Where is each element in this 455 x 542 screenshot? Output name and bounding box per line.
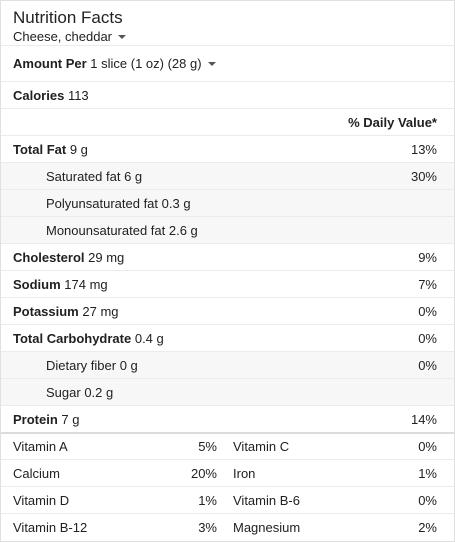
vitamin-cell: Calcium 20%: [1, 466, 230, 481]
nutrient-name: Cholesterol: [13, 249, 85, 265]
vitamin-name: Vitamin B-12: [13, 519, 88, 535]
nutrient-daily-value: 14%: [410, 411, 437, 427]
vitamin-name: Vitamin D: [13, 492, 70, 508]
daily-value-header: % Daily Value*: [1, 108, 454, 135]
vitamin-name: Magnesium: [233, 519, 301, 535]
vitamin-name: Vitamin B-6: [233, 492, 300, 508]
nutrient-row: Monounsaturated fat 2.6 g: [1, 216, 454, 243]
serving-size-selector[interactable]: 1 slice (1 oz) (28 g): [90, 56, 216, 71]
amount-per-row: Amount Per 1 slice (1 oz) (28 g): [1, 45, 454, 81]
nutrient-name: Total Carbohydrate: [13, 330, 132, 346]
nutrient-name: Sodium: [13, 276, 61, 292]
vitamin-daily-value: 2%: [418, 519, 437, 535]
nutrient-daily-value: 0%: [418, 330, 437, 346]
nutrient-row: Total Fat 9 g 13%: [1, 135, 454, 162]
nutrient-name: Saturated fat: [46, 168, 121, 184]
calories-label: Calories: [13, 87, 65, 103]
nutrient-name: Monounsaturated fat: [46, 222, 166, 238]
nutrient-amount: 27 mg: [82, 303, 119, 319]
vitamin-cell: Iron 1%: [230, 466, 454, 481]
food-name: Cheese, cheddar: [13, 29, 113, 44]
vitamin-daily-value: 5%: [198, 439, 217, 454]
calories-row: Calories 113: [1, 81, 454, 108]
nutrient-daily-value: 30%: [410, 168, 437, 184]
nutrient-name: Dietary fiber: [46, 357, 117, 373]
serving-size-value: 1 slice (1 oz) (28 g): [90, 56, 202, 71]
nutrient-name: Sugar: [46, 384, 81, 400]
panel-title: Nutrition Facts: [13, 8, 123, 27]
nutrient-row: Dietary fiber 0 g 0%: [1, 351, 454, 378]
nutrient-amount: 0 g: [119, 357, 138, 373]
vitamin-daily-value: 20%: [190, 465, 217, 481]
food-selector[interactable]: Cheese, cheddar: [13, 29, 127, 44]
nutrient-amount: 9 g: [69, 141, 88, 157]
vitamin-name: Calcium: [13, 465, 60, 481]
nutrient-name: Protein: [13, 411, 58, 427]
amount-per-label: Amount Per: [13, 56, 87, 71]
nutrient-daily-value: 0%: [418, 303, 437, 319]
nutrient-amount: 6 g: [124, 168, 143, 184]
nutrient-row: Sugar 0.2 g: [1, 378, 454, 405]
nutrient-row: Polyunsaturated fat 0.3 g: [1, 189, 454, 216]
vitamin-cell: Vitamin B-6 0%: [230, 493, 454, 508]
nutrient-amount: 2.6 g: [168, 222, 198, 238]
nutrient-name: Potassium: [13, 303, 79, 319]
vitamin-daily-value: 0%: [418, 439, 437, 454]
vitamin-row: Vitamin B-12 3% Magnesium 2%: [1, 513, 454, 540]
vitamin-daily-value: 1%: [198, 492, 217, 508]
vitamin-cell: Vitamin A 5%: [1, 439, 230, 454]
vitamin-daily-value: 0%: [418, 492, 437, 508]
nutrient-row: Potassium 27 mg 0%: [1, 297, 454, 324]
vitamin-cell: Magnesium 2%: [230, 520, 454, 535]
dropdown-caret-icon: [207, 62, 216, 66]
nutrient-amount: 0.4 g: [134, 330, 164, 346]
nutrient-row: Cholesterol 29 mg 9%: [1, 243, 454, 270]
nutrient-amount: 0.3 g: [161, 195, 191, 211]
vitamin-row: Vitamin A 5% Vitamin C 0%: [1, 432, 454, 459]
nutrient-name: Polyunsaturated fat: [46, 195, 159, 211]
vitamin-name: Iron: [233, 465, 256, 481]
vitamin-cell: Vitamin B-12 3%: [1, 520, 230, 535]
vitamin-name: Vitamin C: [233, 439, 290, 454]
nutrient-amount: 0.2 g: [84, 384, 114, 400]
calories-value: 113: [67, 87, 89, 103]
nutrient-daily-value: 0%: [418, 357, 437, 373]
nutrient-amount: 29 mg: [88, 249, 125, 265]
nutrient-row: Sodium 174 mg 7%: [1, 270, 454, 297]
nutrient-row: Total Carbohydrate 0.4 g 0%: [1, 324, 454, 351]
nutrient-daily-value: 13%: [410, 141, 437, 157]
vitamin-row: Calcium 20% Iron 1%: [1, 459, 454, 486]
nutrient-name: Total Fat: [13, 141, 67, 157]
nutrient-daily-value: 7%: [418, 276, 437, 292]
nutrient-amount: 7 g: [61, 411, 80, 427]
vitamin-daily-value: 3%: [198, 519, 217, 535]
nutrient-row: Saturated fat 6 g 30%: [1, 162, 454, 189]
nutrient-amount: 174 mg: [64, 276, 108, 292]
vitamin-name: Vitamin A: [13, 439, 68, 454]
daily-value-header-label: % Daily Value*: [348, 114, 437, 130]
header: Nutrition Facts Cheese, cheddar: [1, 1, 454, 45]
vitamin-cell: Vitamin D 1%: [1, 493, 230, 508]
vitamin-cell: Vitamin C 0%: [230, 439, 454, 454]
nutrient-row: Protein 7 g 14%: [1, 405, 454, 432]
vitamin-daily-value: 1%: [418, 465, 437, 481]
vitamin-row: Vitamin D 1% Vitamin B-6 0%: [1, 486, 454, 513]
dropdown-caret-icon: [118, 35, 127, 39]
nutrient-daily-value: 9%: [418, 249, 437, 265]
